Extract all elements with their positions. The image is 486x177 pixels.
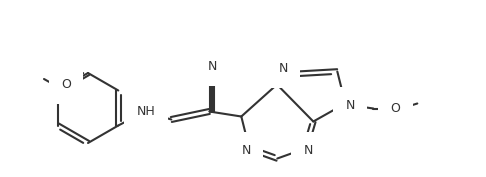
Text: NH: NH: [137, 105, 156, 118]
Text: N: N: [346, 99, 355, 112]
Text: N: N: [304, 144, 313, 157]
Text: N: N: [242, 144, 251, 157]
Text: O: O: [61, 79, 71, 92]
Text: N: N: [208, 60, 217, 73]
Text: N: N: [278, 62, 288, 75]
Text: O: O: [390, 102, 400, 115]
